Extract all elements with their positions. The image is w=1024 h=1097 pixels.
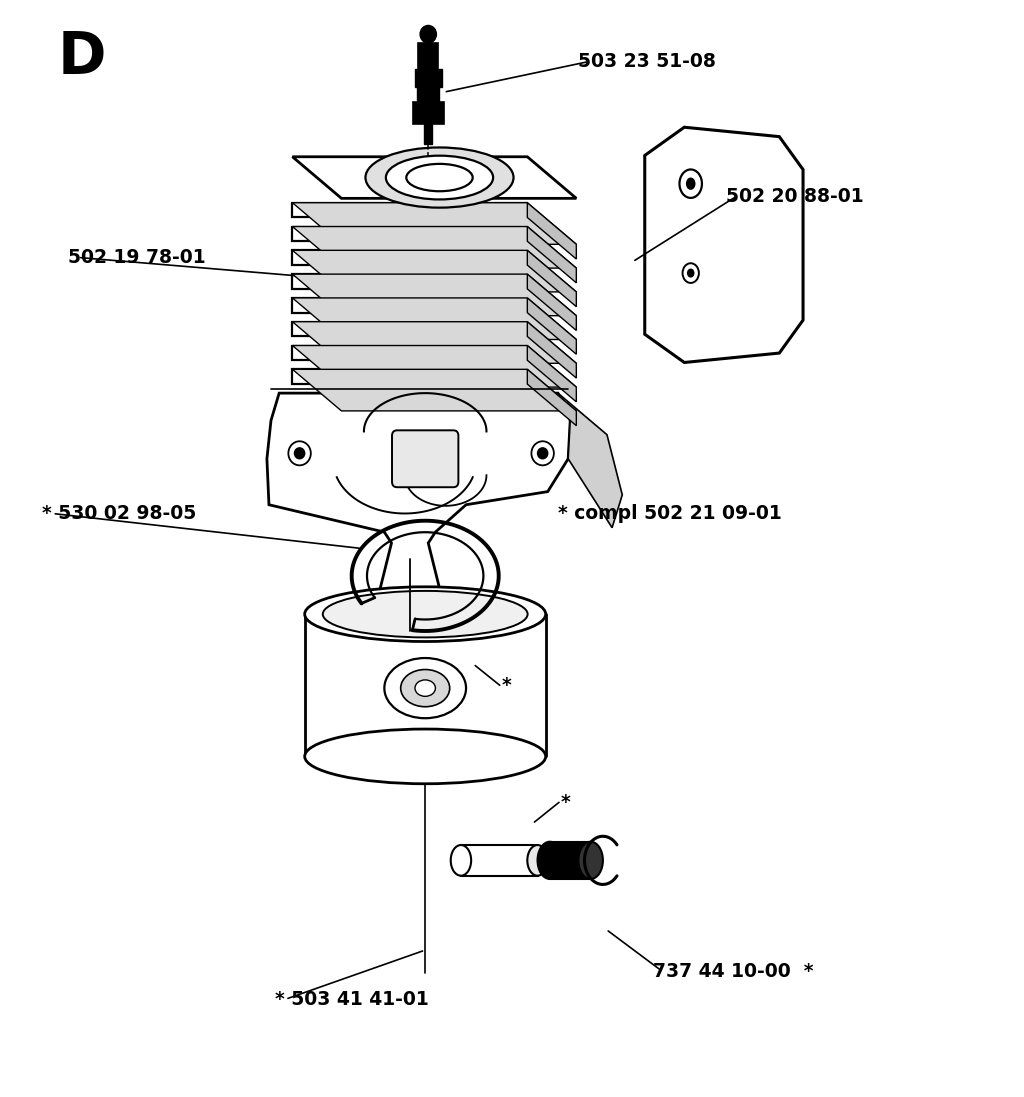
Text: 502 19 78-01: 502 19 78-01 (68, 248, 206, 267)
Bar (461, 845, 538, 875)
Text: *: * (502, 676, 512, 694)
Polygon shape (645, 127, 803, 362)
Bar (550, 841, 591, 879)
Text: * 530 02 98-05: * 530 02 98-05 (42, 504, 197, 523)
Ellipse shape (384, 658, 466, 719)
Ellipse shape (579, 841, 603, 879)
FancyBboxPatch shape (392, 430, 459, 487)
Polygon shape (293, 321, 527, 337)
Polygon shape (527, 298, 577, 354)
Text: 503 23 51-08: 503 23 51-08 (579, 52, 716, 71)
Polygon shape (293, 298, 527, 313)
Ellipse shape (683, 263, 699, 283)
Ellipse shape (323, 591, 527, 637)
Text: 502 20 88-01: 502 20 88-01 (726, 186, 864, 205)
Polygon shape (293, 203, 527, 217)
Bar (415, 69, 441, 87)
Polygon shape (527, 250, 577, 307)
Ellipse shape (305, 730, 546, 783)
Polygon shape (527, 370, 577, 426)
Text: 737 44 10-00  *: 737 44 10-00 * (653, 962, 813, 982)
Polygon shape (527, 274, 577, 330)
Polygon shape (293, 274, 527, 289)
Polygon shape (293, 226, 577, 268)
Polygon shape (527, 321, 577, 378)
Ellipse shape (538, 448, 548, 459)
Bar (417, 87, 439, 102)
Ellipse shape (400, 669, 450, 706)
Ellipse shape (366, 147, 513, 207)
Text: D: D (57, 29, 106, 86)
Ellipse shape (531, 441, 554, 465)
Polygon shape (293, 157, 577, 199)
Polygon shape (379, 592, 445, 631)
Ellipse shape (386, 156, 494, 200)
Ellipse shape (289, 441, 311, 465)
Text: * 503 41 41-01: * 503 41 41-01 (275, 989, 429, 1009)
Ellipse shape (420, 25, 436, 43)
Polygon shape (293, 203, 577, 245)
Ellipse shape (451, 845, 471, 875)
Ellipse shape (407, 163, 473, 191)
Polygon shape (558, 393, 623, 528)
Ellipse shape (687, 178, 695, 189)
Polygon shape (293, 321, 577, 363)
Ellipse shape (527, 845, 548, 875)
Ellipse shape (688, 269, 694, 276)
Polygon shape (293, 250, 527, 265)
Ellipse shape (538, 841, 562, 879)
Polygon shape (293, 370, 577, 411)
Ellipse shape (305, 587, 546, 642)
Polygon shape (293, 226, 527, 241)
Polygon shape (293, 346, 527, 360)
Polygon shape (293, 298, 577, 339)
Bar (413, 102, 443, 124)
Polygon shape (293, 346, 577, 387)
Bar (418, 43, 438, 69)
Polygon shape (527, 203, 577, 259)
Ellipse shape (680, 169, 701, 197)
Text: * compl 502 21 09-01: * compl 502 21 09-01 (558, 504, 781, 523)
Ellipse shape (415, 680, 435, 697)
Polygon shape (293, 250, 577, 292)
Bar (424, 124, 432, 144)
Text: *: * (561, 793, 570, 812)
Polygon shape (527, 226, 577, 283)
Polygon shape (267, 393, 570, 631)
Polygon shape (293, 274, 577, 316)
Polygon shape (293, 370, 527, 384)
Ellipse shape (295, 448, 305, 459)
Polygon shape (527, 346, 577, 402)
